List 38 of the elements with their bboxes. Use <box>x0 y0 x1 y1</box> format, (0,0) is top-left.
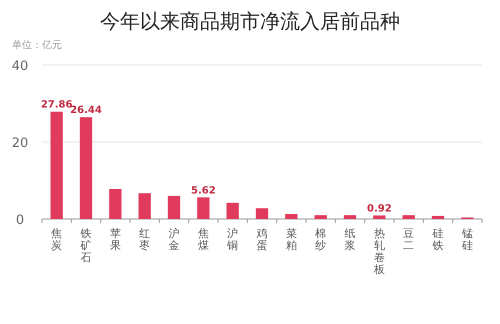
x-tick-label: 苹果 <box>110 227 121 252</box>
bar <box>373 215 386 219</box>
data-label: 26.44 <box>70 105 102 116</box>
y-tick-label: 20 <box>12 136 28 151</box>
bar <box>50 112 63 219</box>
bar <box>256 208 268 219</box>
x-tick-label: 菜粕 <box>286 227 297 252</box>
x-tick-label: 豆二 <box>403 227 414 252</box>
bar <box>197 197 210 219</box>
y-axis-title: 单位：亿元 <box>12 39 62 51</box>
x-tick-label: 红枣 <box>139 227 150 252</box>
data-label: 27.86 <box>40 100 73 111</box>
chart-title: 今年以来商品期市净流入居前品种 <box>100 9 400 33</box>
bar <box>226 202 239 219</box>
data-label: 0.92 <box>366 203 392 214</box>
x-tick-label: 焦炭 <box>51 227 62 252</box>
bar <box>432 216 444 219</box>
bar <box>344 215 356 219</box>
data-label: 5.62 <box>190 185 216 196</box>
bar <box>285 214 298 219</box>
x-tick-label: 锰硅 <box>460 227 473 252</box>
x-tick-label: 硅铁 <box>432 227 444 252</box>
y-tick-label: 40 <box>12 59 28 74</box>
bar <box>109 188 122 219</box>
y-tick-label: 0 <box>16 213 24 228</box>
bar <box>138 193 151 219</box>
bar <box>168 196 180 219</box>
x-tick-label: 棉纱 <box>315 227 326 252</box>
x-tick-label: 沪铜 <box>226 227 238 252</box>
x-tick-label: 焦煤 <box>198 227 209 252</box>
x-tick-label: 热轧卷板 <box>372 227 385 276</box>
x-tick-label: 沪金 <box>168 227 180 252</box>
bar <box>402 215 415 219</box>
bar <box>80 117 92 219</box>
x-tick-label: 纸浆 <box>344 227 356 252</box>
x-tick-label: 鸡蛋 <box>256 227 268 252</box>
bar <box>314 215 327 219</box>
x-tick-label: 铁矿石 <box>80 227 92 264</box>
